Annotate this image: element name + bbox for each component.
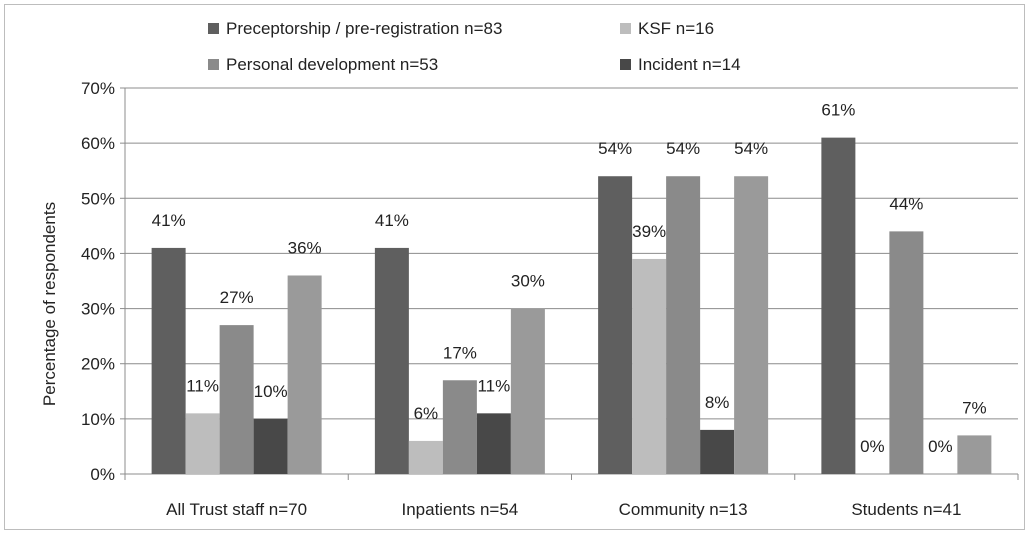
data-label: 41% <box>152 211 186 230</box>
y-tick-label: 40% <box>81 244 115 263</box>
x-category-label: Students n=41 <box>851 500 961 519</box>
data-label: 11% <box>477 376 510 395</box>
x-category-label: Community n=13 <box>619 500 748 519</box>
bar <box>288 275 322 474</box>
y-tick-label: 60% <box>81 134 115 153</box>
data-label: 7% <box>962 398 987 417</box>
bar <box>889 231 923 474</box>
y-tick-label: 70% <box>81 79 115 98</box>
data-label: 61% <box>821 101 855 120</box>
y-tick-label: 30% <box>81 300 115 319</box>
legend-label: Personal development n=53 <box>226 55 438 74</box>
y-axis-title: Percentage of respondents <box>40 202 59 406</box>
bar <box>666 176 700 474</box>
legend-label: KSF n=16 <box>638 19 714 38</box>
data-label: 27% <box>220 288 254 307</box>
bars <box>152 138 992 474</box>
legend-label: Preceptorship / pre-registration n=83 <box>226 19 502 38</box>
bar <box>598 176 632 474</box>
bar <box>186 413 220 474</box>
data-label: 0% <box>860 437 885 456</box>
data-label: 8% <box>705 393 730 412</box>
y-tick-label: 10% <box>81 410 115 429</box>
x-category-label: All Trust staff n=70 <box>166 500 307 519</box>
data-label: 11% <box>186 376 219 395</box>
legend-swatch <box>208 23 219 34</box>
bar <box>632 259 666 474</box>
data-label: 0% <box>928 437 953 456</box>
data-label: 30% <box>511 272 545 291</box>
bar <box>443 380 477 474</box>
bar <box>511 309 545 474</box>
data-label: 41% <box>375 211 409 230</box>
legend: Preceptorship / pre-registration n=83 KSF… <box>208 19 741 74</box>
data-label: 39% <box>632 222 666 241</box>
data-label: 36% <box>288 238 322 257</box>
bar <box>254 419 288 474</box>
bar <box>957 435 991 474</box>
data-label: 6% <box>414 404 439 423</box>
data-label: 17% <box>443 343 477 362</box>
bar <box>477 413 511 474</box>
y-tick-label: 50% <box>81 189 115 208</box>
bar <box>375 248 409 474</box>
data-labels: 41%11%27%10%36%41%6%17%11%30%54%39%54%8%… <box>152 101 987 456</box>
legend-label: Incident n=14 <box>638 55 741 74</box>
data-label: 44% <box>889 194 923 213</box>
bar <box>734 176 768 474</box>
gridlines <box>125 88 1018 419</box>
data-label: 10% <box>254 382 288 401</box>
y-tick-label: 0% <box>90 465 115 484</box>
legend-swatch <box>620 59 631 70</box>
data-label: 54% <box>598 139 632 158</box>
legend-swatch <box>208 59 219 70</box>
bar <box>152 248 186 474</box>
x-category-label: Inpatients n=54 <box>402 500 519 519</box>
data-label: 54% <box>666 139 700 158</box>
bar <box>821 138 855 474</box>
bar <box>220 325 254 474</box>
bar <box>700 430 734 474</box>
y-tick-label: 20% <box>81 355 115 374</box>
data-label: 54% <box>734 139 768 158</box>
bar <box>409 441 443 474</box>
legend-swatch <box>620 23 631 34</box>
